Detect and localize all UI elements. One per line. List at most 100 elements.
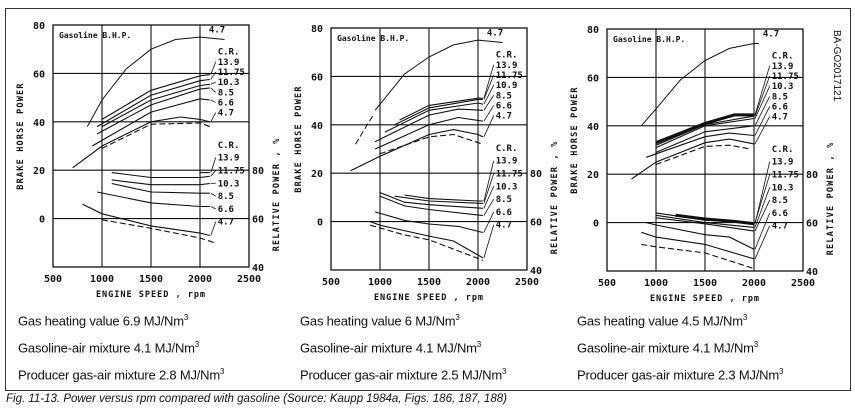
x-tick-label: 500 <box>598 278 616 289</box>
cr-label: 6.6 <box>772 209 788 219</box>
y2-tick-label: 80 <box>252 166 264 177</box>
x-tick-label: 2000 <box>466 277 490 288</box>
note-sup: 3 <box>742 313 748 322</box>
note-sup: 3 <box>194 340 200 349</box>
cr-label: 13.9 <box>218 154 240 164</box>
note-sup: 3 <box>476 340 482 349</box>
cr-label: 11.75 <box>772 170 799 180</box>
cr-header: C.R. <box>218 141 240 151</box>
cr-leader-line <box>754 174 771 223</box>
bhp-curve <box>655 117 755 149</box>
figure-code: BA-GO2017121 <box>831 30 842 102</box>
note-heating-1: Gas heating value 6.9 MJ/Nm3 <box>18 313 188 328</box>
cr-leader-line <box>210 170 217 177</box>
note-text: Gas heating value 6.9 MJ/Nm <box>18 313 184 329</box>
gasoline-curve <box>374 39 503 111</box>
y-tick-label: 60 <box>311 72 323 83</box>
note-sup: 3 <box>219 367 225 376</box>
x-tick-label: 1000 <box>368 277 392 288</box>
relative-power-curve <box>394 195 483 204</box>
note-sup: 3 <box>501 367 507 376</box>
cr-leader-line <box>754 65 771 116</box>
cr-leader-line <box>210 221 217 236</box>
bhp-curve <box>350 129 484 172</box>
cr-leader-line <box>210 87 216 93</box>
cr-leader-line <box>754 199 771 232</box>
cr-leader-line <box>210 61 217 75</box>
cr-leader-line <box>754 96 771 126</box>
y-tick-label: 40 <box>587 122 599 133</box>
bhp-curve-dashed <box>655 144 750 166</box>
cr-leader-line <box>210 112 217 122</box>
note-sup: 3 <box>778 367 784 376</box>
relative-power-curve <box>111 182 210 194</box>
note-gasoline-2: Gasoline-air mixture 4.1 MJ/Nm3 <box>300 340 481 355</box>
cr-label: 11.75 <box>496 71 523 81</box>
cr-leader-line <box>754 225 771 260</box>
note-producer-2: Producer gas-air mixture 2.5 MJ/Nm3 <box>300 367 506 382</box>
note-gasoline-1: Gasoline-air mixture 4.1 MJ/Nm3 <box>18 340 199 355</box>
cr-leader-line <box>483 160 495 202</box>
note-text: Gasoline-air mixture 4.1 MJ/Nm <box>577 340 754 356</box>
relative-power-curve-dashed <box>101 219 215 244</box>
figure-caption: Fig. 11-13. Power versus rpm compared wi… <box>6 393 507 405</box>
cr-label: 8.5 <box>218 88 234 98</box>
relative-power-curve <box>111 179 210 186</box>
y-tick-label: 20 <box>311 169 323 180</box>
y-tick-label: 80 <box>587 25 599 36</box>
cr-label: 13.9 <box>496 61 518 71</box>
relative-power-curve <box>370 221 484 259</box>
note-producer-3: Producer gas-air mixture 2.3 MJ/Nm3 <box>577 367 783 382</box>
cr-leader-line <box>483 224 495 259</box>
cr-label: 10.9 <box>496 81 518 91</box>
cr-label: 10.3 <box>496 182 518 192</box>
y-axis-label: BRAKE HORSE POWER <box>570 86 580 193</box>
cr-leader-line <box>483 64 495 99</box>
note-text: Gasoline-air mixture 4.1 MJ/Nm <box>300 340 477 356</box>
x-tick-label: 500 <box>322 277 340 288</box>
note-gasoline-3: Gasoline-air mixture 4.1 MJ/Nm3 <box>577 340 758 355</box>
bhp-curve <box>101 83 210 128</box>
gasoline-bhp-label: Gasoline B.H.P. <box>337 33 409 43</box>
cr-label: 6.6 <box>496 208 512 218</box>
bhp-curve <box>655 115 755 146</box>
bhp-curve <box>374 108 483 143</box>
y2-tick-label: 80 <box>806 170 818 181</box>
cr-leader-line <box>754 106 771 136</box>
bhp-curve <box>399 97 483 121</box>
relative-power-curve <box>404 194 483 202</box>
note-text: Producer gas-air mixture 2.3 MJ/Nm <box>577 367 779 383</box>
x-tick-label: 1500 <box>139 274 163 285</box>
y2-tick-label: 40 <box>530 266 542 277</box>
relative-power-curve-dashed <box>370 224 484 261</box>
y2-axis-label: RELATIVE POWER , % <box>550 141 560 255</box>
bhp-curve-dashed <box>101 122 210 149</box>
x-axis-label: ENGINE SPEED , rpm <box>374 293 484 303</box>
cr-header: C.R. <box>496 144 518 154</box>
cr-leader-line <box>210 206 216 210</box>
figure-frame <box>5 8 851 391</box>
cr-label: 4.7 <box>218 218 234 228</box>
x-tick-label: 1500 <box>693 278 717 289</box>
relative-power-curve <box>655 212 755 224</box>
y2-tick-label: 60 <box>252 215 264 226</box>
relative-power-curve <box>646 222 755 250</box>
cr-label: 13.9 <box>218 58 240 68</box>
cr-leader-line <box>483 186 495 209</box>
cr-leader-line <box>754 116 771 145</box>
cr-leader-line <box>483 74 495 100</box>
cr-label: 4.7 <box>496 221 512 231</box>
gasoline-cr-label: 4.7 <box>763 29 779 39</box>
cr-leader-line <box>754 187 771 228</box>
note-sup: 3 <box>455 313 460 322</box>
cr-header: C.R. <box>772 52 794 62</box>
note-text: Producer gas-air mixture 2.5 MJ/Nm <box>300 367 502 383</box>
note-text: Producer gas-air mixture 2.8 MJ/Nm <box>18 367 220 383</box>
gasoline-bhp-label: Gasoline B.H.P. <box>613 34 685 44</box>
cr-label: 10.3 <box>218 179 240 189</box>
note-text: Gas heating value 4.5 MJ/Nm <box>577 313 743 329</box>
cr-leader-line <box>483 173 495 204</box>
y-tick-label: 40 <box>311 121 323 132</box>
chart-panel-3: 500 1000 1500 2000 2500 80 60 40 20 0 80 60 40 ENGINE… <box>570 25 836 304</box>
